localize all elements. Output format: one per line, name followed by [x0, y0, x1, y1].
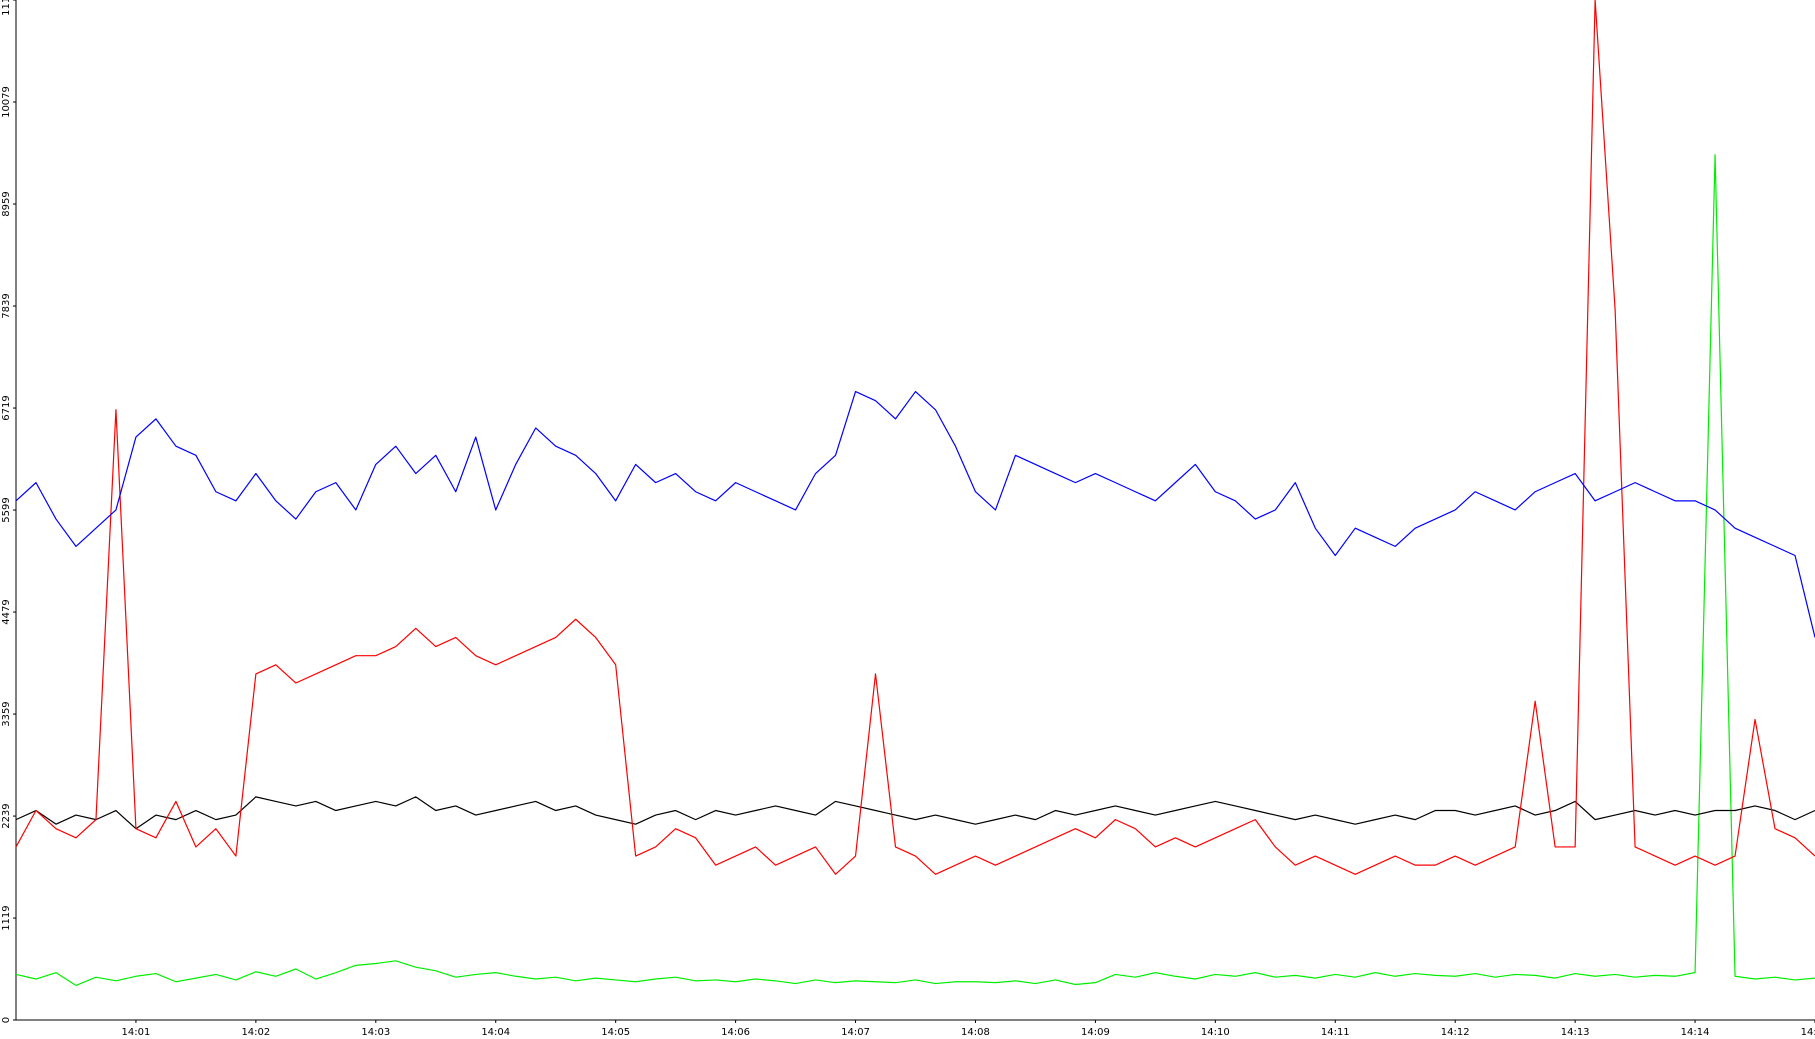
x-tick-label: 14:10	[1201, 1027, 1230, 1038]
y-tick-label: 7839	[1, 293, 12, 318]
y-tick-label: 1119	[1, 905, 12, 930]
x-tick-label: 14:04	[481, 1027, 510, 1038]
y-tick-label: 6719	[1, 395, 12, 420]
series-line	[15, 0, 1815, 875]
series-line	[15, 154, 1815, 986]
x-tick-label: 14:08	[961, 1027, 990, 1038]
y-tick-label: 0	[1, 1017, 12, 1023]
x-tick-label: 14:13	[1561, 1027, 1590, 1038]
x-tick-label: 14:03	[361, 1027, 390, 1038]
x-tick-label: 14:02	[241, 1027, 270, 1038]
series-line	[15, 390, 1815, 638]
y-tick-label: 8959	[1, 191, 12, 216]
x-tick-label: 14:07	[841, 1027, 870, 1038]
series-line	[15, 796, 1815, 830]
x-tick-label: 14:09	[1081, 1027, 1110, 1038]
x-tick-label: 14:15	[1801, 1027, 1815, 1038]
x-tick-label: 14:14	[1681, 1027, 1710, 1038]
x-tick-label: 14:01	[122, 1027, 151, 1038]
x-tick-label: 14:05	[601, 1027, 630, 1038]
x-tick-label: 14:12	[1441, 1027, 1470, 1038]
y-tick-label: 4479	[1, 599, 12, 624]
y-tick-label: 11199	[1, 0, 12, 16]
y-tick-label: 10079	[1, 86, 12, 118]
y-tick-label: 2239	[1, 803, 12, 828]
x-tick-label: 14:06	[721, 1027, 750, 1038]
y-tick-label: 3359	[1, 701, 12, 726]
x-tick-label: 14:11	[1321, 1027, 1350, 1038]
y-tick-label: 5599	[1, 497, 12, 522]
